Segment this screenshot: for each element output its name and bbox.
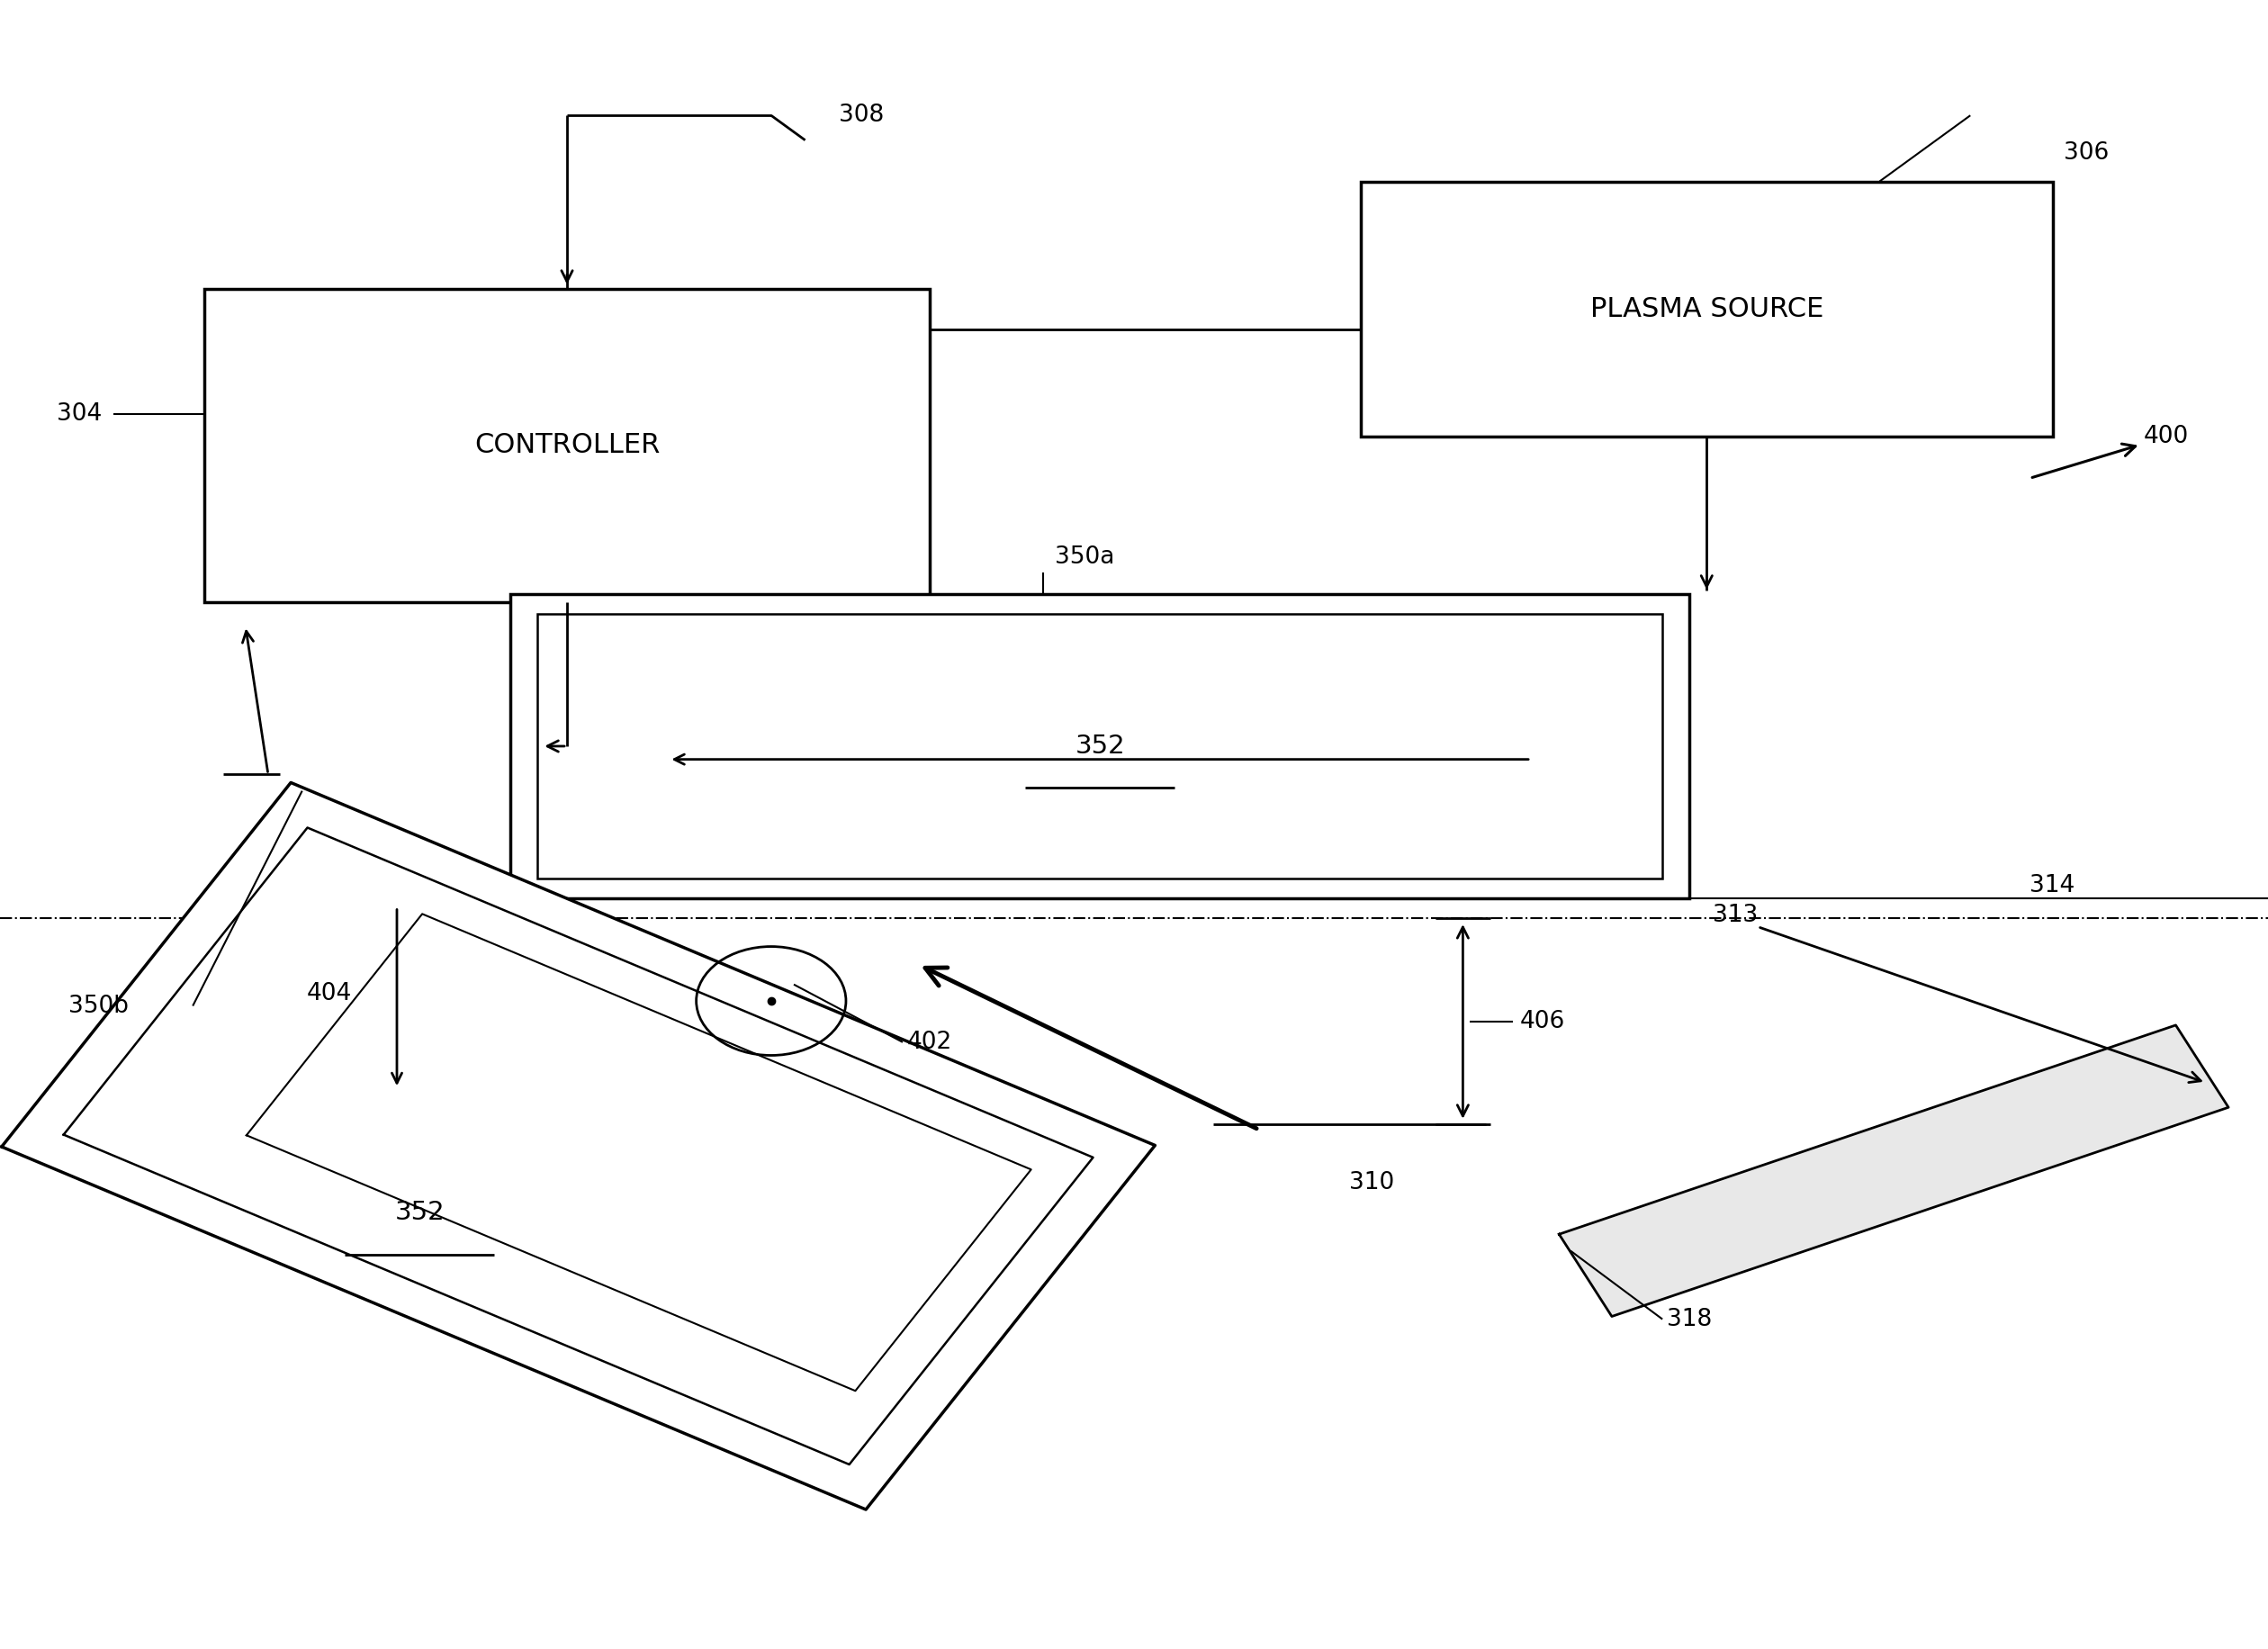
Text: 314: 314 xyxy=(2030,874,2075,897)
Text: PLASMA SOURCE: PLASMA SOURCE xyxy=(1590,297,1823,322)
Bar xyxy=(510,594,1690,899)
Text: 310: 310 xyxy=(1349,1171,1395,1194)
Bar xyxy=(204,289,930,602)
Text: 352: 352 xyxy=(1075,734,1125,759)
Bar xyxy=(1361,181,2053,437)
Polygon shape xyxy=(247,914,1032,1390)
Text: 352: 352 xyxy=(395,1199,445,1225)
Bar xyxy=(538,613,1662,879)
Polygon shape xyxy=(2,783,1154,1509)
Text: 350a: 350a xyxy=(1055,546,1114,569)
Text: 304: 304 xyxy=(57,402,102,425)
Text: 402: 402 xyxy=(907,1031,953,1054)
Text: 350b: 350b xyxy=(68,994,129,1017)
Text: 308: 308 xyxy=(839,104,885,127)
Text: CONTROLLER: CONTROLLER xyxy=(474,432,660,458)
Text: 318: 318 xyxy=(1667,1308,1712,1331)
Text: 406: 406 xyxy=(1520,1009,1565,1034)
Polygon shape xyxy=(1558,1026,2229,1316)
Text: 404: 404 xyxy=(306,981,352,1006)
Text: 306: 306 xyxy=(2064,142,2109,165)
Text: 313: 313 xyxy=(1712,904,1758,927)
Text: 400: 400 xyxy=(2032,425,2189,478)
Polygon shape xyxy=(64,828,1093,1464)
